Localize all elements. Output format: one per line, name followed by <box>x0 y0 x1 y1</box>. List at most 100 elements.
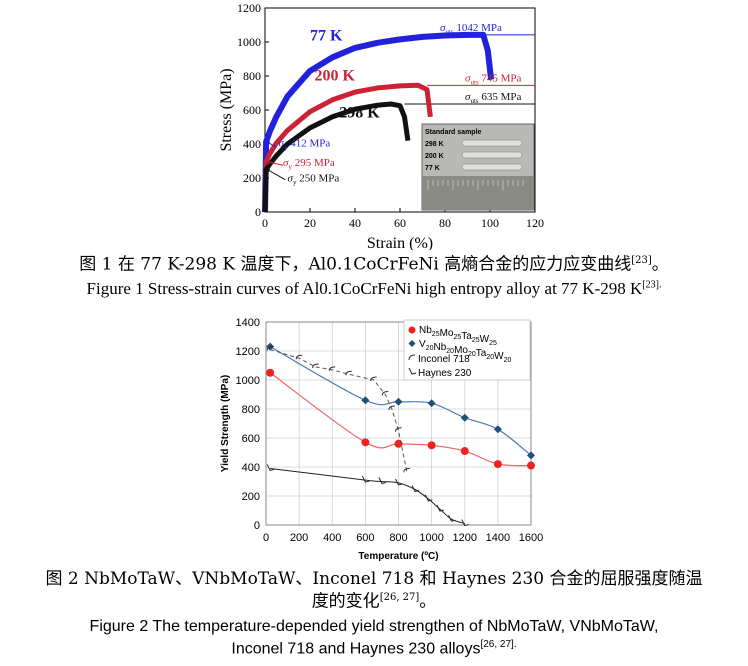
plot-frame <box>265 321 532 526</box>
legend-marker-nbmotaw <box>408 326 416 334</box>
yield-strength-chart: 0 200 400 600 800 1000 1200 1400 0 200 400 600 800 10… <box>220 317 543 562</box>
y-tick-label: 0 <box>255 205 261 219</box>
x-tick-label: 800 <box>389 532 407 544</box>
y-tick-label: 800 <box>242 404 260 416</box>
figure2-caption-cn-end: 。 <box>419 591 437 612</box>
point-inconel718 <box>370 376 377 382</box>
figure1-caption-en-text: Figure 1 Stress-strain curves of Al0.1Co… <box>86 279 643 298</box>
point-haynes230 <box>378 477 387 485</box>
point-haynes230 <box>395 478 403 486</box>
ys-77k-label: σy 412 MPa <box>279 138 331 152</box>
inset-label: 298 K <box>425 141 444 148</box>
curve-200k <box>262 82 433 213</box>
point-haynes230 <box>411 485 420 493</box>
point-nbmotaw <box>527 461 535 470</box>
line-haynes230 <box>270 467 465 525</box>
y-tick-label: 1000 <box>236 375 260 387</box>
x-tick-label: 0 <box>263 532 269 544</box>
figure2-caption-cn-line1: 图 2 NbMoTaW、VNbMoTaW、Inconel 718 和 Hayne… <box>0 569 748 590</box>
x-tick-label: 120 <box>526 216 544 230</box>
point-vnbmotaw <box>527 451 535 460</box>
point-nbmotaw <box>361 438 370 447</box>
figure2-caption-en-ref: [26, 27]. <box>480 639 517 650</box>
label-77k: 77 K <box>310 27 343 44</box>
legend-marker-vnbmotaw <box>408 340 416 347</box>
x-axis-label: Strain (%) <box>367 235 433 250</box>
point-nbmotaw <box>493 460 502 469</box>
y-tick-label: 800 <box>243 69 261 83</box>
point-vnbmotaw <box>394 397 403 406</box>
inset-sample <box>461 139 523 147</box>
y-tick-label: 400 <box>242 462 260 474</box>
yield-point-marker <box>263 138 270 145</box>
yield-point-marker <box>263 166 270 173</box>
point-haynes230 <box>461 519 469 527</box>
point-nbmotaw <box>266 368 275 377</box>
point-vnbmotaw <box>427 399 436 408</box>
x-tick-label: 1400 <box>486 532 510 544</box>
y-tick-label: 1200 <box>237 1 261 15</box>
ys-298k-label: σy 250 MPa <box>288 172 340 186</box>
uts-298k-label: σuts 635 MPa <box>465 91 522 105</box>
point-vnbmotaw <box>460 413 469 422</box>
x-tick-label: 1000 <box>419 532 443 544</box>
uts-200k-label: σuts 745 MPa <box>465 72 522 86</box>
point-haynes230 <box>266 464 275 472</box>
curve-298k <box>262 101 411 213</box>
line-inconel718 <box>269 349 408 472</box>
figure2-caption-en-line2: Inconel 718 and Haynes 230 alloys[26, 27… <box>0 639 748 659</box>
point-haynes230 <box>436 504 445 512</box>
legend-box <box>403 319 531 381</box>
point-inconel718 <box>403 467 410 473</box>
point-haynes230 <box>361 475 370 483</box>
y-tick-label: 600 <box>243 103 261 117</box>
point-haynes230 <box>424 494 433 502</box>
ys-200k-leader <box>267 161 284 166</box>
trend-nbmotaw <box>269 372 532 467</box>
point-vnbmotaw <box>361 396 370 405</box>
legend-label-nbmotaw: Nb25Mo25Ta25W25 <box>419 325 497 347</box>
legend-marker-haynes <box>408 367 417 375</box>
y-tick-label: 1400 <box>236 317 260 329</box>
inset-sample <box>461 163 523 171</box>
y-tick-label: 200 <box>243 171 261 185</box>
legend-label-haynes: Haynes 230 <box>418 368 472 379</box>
curve-77k <box>262 31 495 213</box>
x-tick-label: 200 <box>290 532 308 544</box>
x-tick-label: 400 <box>323 532 341 544</box>
ys-298k-leader <box>267 169 286 181</box>
point-inconel718 <box>266 346 274 351</box>
uts-77k-label: σuts 1042 MPa <box>440 22 502 36</box>
y-axis-label: Stress (MPa) <box>218 68 235 151</box>
point-inconel718 <box>395 427 402 432</box>
legend-marker-inconel <box>408 354 416 361</box>
x-tick-label: 100 <box>481 216 499 230</box>
legend-label-vnbmotaw: V20Nb20Mo20Ta20W20 <box>419 339 511 364</box>
label-200k: 200 K <box>315 67 356 84</box>
x-tick-label: 1600 <box>519 532 543 544</box>
x-tick-label: 40 <box>349 216 361 230</box>
figure2-caption-cn-line2-text: 度的变化 <box>311 591 380 612</box>
point-nbmotaw <box>460 447 469 456</box>
point-nbmotaw <box>394 439 403 448</box>
y-axis-label: Yield Strength (MPa) <box>220 375 231 472</box>
figure1-caption-cn-text: 图 1 在 77 K-298 K 温度下，Al0.1CoCrFeNi 高熵合金的… <box>79 254 632 275</box>
stress-strain-chart: 0 20 40 60 80 100 120020040060080010001200Stra… <box>218 1 544 250</box>
ys-200k-label: σy 295 MPa <box>283 157 335 171</box>
x-tick-label: 1200 <box>453 532 477 544</box>
label-298k: 298 K <box>339 105 380 122</box>
y-tick-label: 200 <box>242 491 260 503</box>
point-nbmotaw <box>427 441 436 450</box>
y-tick-label: 0 <box>254 520 260 532</box>
x-tick-label: 600 <box>356 532 374 544</box>
point-inconel718 <box>295 354 303 360</box>
y-tick-label: 600 <box>242 433 260 445</box>
x-tick-label: 60 <box>394 216 406 230</box>
inset-title: Standard sample <box>425 129 482 136</box>
x-axis-label: Temperature (ºC) <box>358 551 438 562</box>
inset-label: 200 K <box>425 153 444 160</box>
point-inconel718 <box>345 370 352 376</box>
inset-sample <box>461 151 523 159</box>
figure1-caption-en-ref: [23]. <box>642 279 662 291</box>
point-inconel718 <box>328 366 336 371</box>
